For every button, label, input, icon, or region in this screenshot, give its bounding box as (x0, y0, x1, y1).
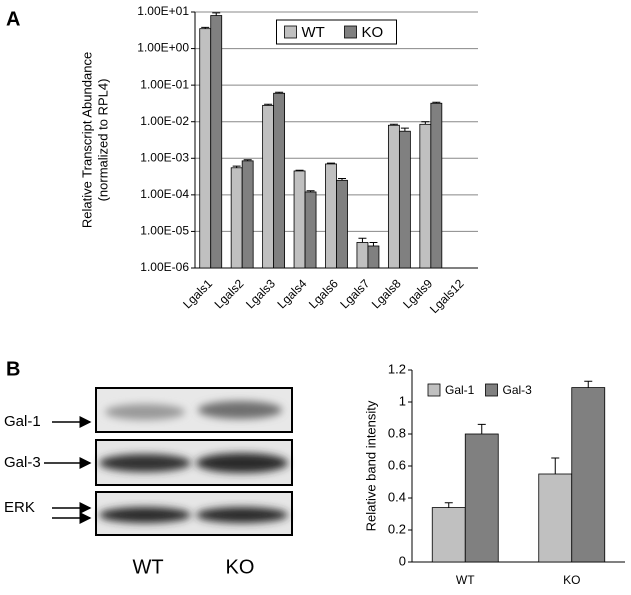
bar (356, 242, 369, 269)
blot-row-label: Gal-3 (4, 454, 41, 471)
y-tick-label: 0.6 (388, 457, 406, 472)
bar (431, 507, 466, 563)
bar (367, 245, 380, 269)
y-tick-label: 0.2 (388, 521, 406, 536)
error-bar (477, 423, 486, 434)
panel-label: A (6, 8, 20, 30)
x-tick-label: Lgals2 (212, 276, 247, 311)
error-bar (306, 190, 315, 192)
error-bar (243, 159, 252, 161)
error-bar (212, 12, 221, 16)
bar (336, 179, 348, 269)
bar (210, 15, 223, 269)
error-bar (444, 502, 453, 508)
error-bar (232, 165, 241, 168)
bar (464, 433, 499, 563)
error-bar (421, 121, 430, 125)
bar (430, 102, 443, 269)
error-bar (338, 178, 346, 181)
error-bar (389, 123, 398, 126)
error-bar (358, 237, 367, 243)
y-tick-label: 1.00E-02 (140, 114, 189, 128)
x-tick-label: Lgals8 (369, 276, 404, 311)
error-bar (551, 457, 560, 474)
error-bar (275, 91, 284, 94)
legend-swatch (344, 25, 357, 39)
blot-lane-label: WT (132, 556, 163, 578)
panel-label: B (6, 358, 20, 380)
y-tick-label: 1.00E-05 (140, 224, 189, 238)
legend-label: WT (302, 24, 325, 41)
blot-lane-label: KO (226, 556, 255, 578)
x-tick-label: Lgals6 (306, 276, 341, 311)
bar (387, 124, 400, 269)
error-bar (584, 380, 593, 388)
bar (398, 130, 411, 269)
legend-swatch (284, 25, 297, 39)
bar (199, 28, 212, 269)
y-axis-label: Relative Transcript Abundance (79, 52, 94, 228)
y-axis-label: Relative band intensity (363, 400, 378, 531)
bar (230, 167, 243, 269)
error-bar (400, 127, 409, 132)
y-tick-label: 1.00E+01 (137, 4, 189, 18)
x-tick-label: Lgals1 (180, 276, 215, 311)
bar (419, 123, 432, 269)
y-tick-label: 1 (399, 393, 406, 408)
legend-swatch (485, 383, 498, 397)
x-tick-label: Lgals4 (275, 276, 310, 311)
y-tick-label: 0 (399, 553, 406, 568)
blot-row-label: Gal-1 (4, 413, 41, 430)
legend-label: Gal-3 (503, 383, 533, 397)
bar (262, 104, 275, 269)
error-bar (369, 241, 378, 246)
legend-label: KO (362, 24, 384, 41)
y-tick-label: 1.00E-03 (140, 150, 189, 164)
y-tick-label: 1.2 (388, 361, 406, 376)
blot-row-label: ERK (4, 499, 35, 516)
legend-label: Gal-1 (445, 383, 475, 397)
error-bar (432, 101, 441, 104)
y-tick-label: 1.00E-04 (140, 187, 189, 201)
x-tick-label: Lgals7 (337, 276, 372, 311)
error-bar (264, 103, 273, 106)
error-bar (201, 26, 210, 29)
bar (241, 160, 254, 269)
x-tick-label: Lgals3 (243, 276, 278, 311)
bar (293, 170, 306, 269)
bar (273, 92, 286, 269)
bar (571, 387, 606, 563)
y-tick-label: 1.00E-01 (140, 77, 189, 91)
bar (538, 473, 573, 563)
x-tick-label: WT (456, 573, 475, 587)
y-tick-label: 0.8 (388, 425, 406, 440)
x-tick-label: KO (563, 573, 580, 587)
bar (304, 191, 317, 269)
error-bar (327, 162, 335, 164)
y-axis-label: (normalized to RPL4) (95, 79, 110, 202)
error-bar (295, 169, 304, 171)
blot (44, 387, 293, 536)
legend-swatch (427, 383, 441, 397)
y-tick-label: 1.00E+00 (137, 41, 189, 55)
x-tick-label: Lgals12 (427, 276, 467, 316)
bar (325, 163, 337, 269)
y-tick-label: 1.00E-06 (140, 260, 189, 274)
y-tick-label: 0.4 (388, 489, 406, 504)
